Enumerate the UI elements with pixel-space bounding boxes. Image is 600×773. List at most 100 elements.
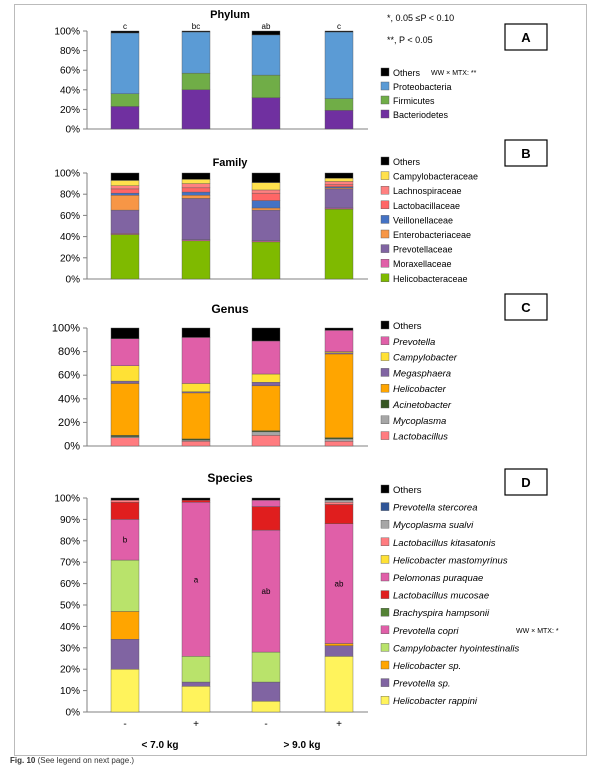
panel-d-bar-segment xyxy=(324,504,354,524)
panel-c-bar-segment xyxy=(251,373,281,383)
panel-c-bar-segment xyxy=(110,327,140,339)
panel-c-tick-label: 100% xyxy=(52,323,80,335)
panel-b-bar-segment xyxy=(110,185,140,190)
panel-b-tick-label: 20% xyxy=(60,253,80,264)
panel-a-tick-label: 100% xyxy=(54,27,80,38)
panel-d-bar-segment xyxy=(110,669,140,713)
panel-b-legend-swatch xyxy=(380,171,390,180)
panel-c-legend-swatch xyxy=(380,320,390,330)
panel-b-bar-segment xyxy=(251,241,281,280)
panel-a-legend-swatch xyxy=(380,81,390,91)
x-axis-group-label: > 9.0 kg xyxy=(284,740,321,751)
panel-c-bar-segment xyxy=(251,431,281,436)
panel-d-tick-label: 90% xyxy=(60,515,80,526)
panel-d-tick-label: 50% xyxy=(60,601,80,612)
panel-d-title: Species xyxy=(207,471,253,485)
panel-b-legend-label: Moraxellaceae xyxy=(393,259,452,269)
panel-c-legend-label: Acinetobacter xyxy=(392,400,452,411)
panel-a-tick-label: 80% xyxy=(60,46,80,57)
panel-b-bar-segment xyxy=(324,188,354,209)
panel-b-label-box xyxy=(504,139,548,167)
panel-b-legend-label: Prevotellaceae xyxy=(393,245,453,255)
panel-d-legend-swatch xyxy=(380,502,390,511)
panel-b-bar-segment xyxy=(110,180,140,186)
panel-b-bar-segment xyxy=(181,191,211,196)
panel-b-legend-swatch xyxy=(380,185,390,195)
panel-b-tick-label: 0% xyxy=(66,275,81,286)
panel-d-bar-segment xyxy=(181,686,211,713)
panel-d-bar-segment xyxy=(324,656,354,713)
panel-b-legend-swatch xyxy=(380,273,390,282)
panel-d-bar-segment xyxy=(181,681,211,687)
panel-b-title: Family xyxy=(213,157,249,169)
panel-a-bar-label: c xyxy=(337,22,341,31)
panel-c-legend-label: Lactobacillus xyxy=(393,432,448,443)
panel-c-bar-segment xyxy=(251,382,281,387)
panel-a-legend-label: Proteobacteria xyxy=(393,82,452,92)
panel-a-label: A xyxy=(521,30,531,45)
panel-b-bar-segment xyxy=(251,192,281,201)
panel-d-legend-label: Lactobacillus mucosae xyxy=(393,591,489,602)
panel-b-legend-label: Lactobacillaceae xyxy=(393,201,460,211)
panel-c-tick-label: 20% xyxy=(58,417,80,429)
panel-b-tick-label: 60% xyxy=(60,211,80,222)
x-axis-treatment-label: - xyxy=(264,719,267,730)
panel-d-bar-segment xyxy=(110,559,140,612)
panel-c-bar-segment xyxy=(324,438,354,442)
panel-c-bar-segment xyxy=(324,330,354,352)
panel-c-tick-label: 40% xyxy=(58,393,80,405)
panel-b-legend-label: Helicobacteraceae xyxy=(393,274,468,284)
panel-b-bar-segment xyxy=(251,172,281,183)
panel-a-bar-segment xyxy=(181,72,211,90)
panel-a-legend-note: WW × MTX: ** xyxy=(431,70,477,77)
panel-b-bar-segment xyxy=(110,172,140,181)
panel-d-bar-segment xyxy=(181,502,211,657)
panel-d-legend-label: Helicobacter sp. xyxy=(393,661,461,672)
panel-a-bar-segment xyxy=(110,106,140,130)
panel-c-legend-label: Prevotella xyxy=(393,337,435,348)
panel-d-legend-swatch xyxy=(380,660,390,670)
caption-label: Fig. 10 xyxy=(10,756,36,765)
panel-b-legend-swatch xyxy=(380,244,390,253)
panel-d-tick-label: 20% xyxy=(60,665,80,676)
panel-b-legend-label: Campylobacteraceae xyxy=(393,172,478,182)
panel-c-bar-segment xyxy=(110,380,140,384)
panel-b-legend-swatch xyxy=(380,200,390,210)
panel-a-bar-segment xyxy=(181,31,211,74)
panel-c-bar-segment xyxy=(251,340,281,375)
panel-c-bar-segment xyxy=(181,337,211,384)
panel-c-title: Genus xyxy=(211,302,249,316)
panel-d-tick-label: 0% xyxy=(66,708,81,719)
panel-d-bar-segment xyxy=(110,639,140,670)
panel-d-tick-label: 80% xyxy=(60,536,80,547)
caption-text: (See legend on next page.) xyxy=(37,756,135,765)
panel-c-label: C xyxy=(521,300,531,315)
panel-b-bar-segment xyxy=(251,182,281,191)
panel-d-bar-segment xyxy=(181,497,211,501)
panel-b-bar-segment xyxy=(251,209,281,242)
panel-a-bar-segment xyxy=(251,97,281,130)
panel-b-bar-segment xyxy=(251,189,281,194)
panel-c-bar-segment xyxy=(251,327,281,342)
panel-a-bar-segment xyxy=(110,30,140,34)
panel-c-bar-segment xyxy=(181,441,211,447)
panel-d-tick-label: 30% xyxy=(60,643,80,654)
panel-b-legend-swatch xyxy=(380,229,390,239)
panel-b-bar-segment xyxy=(110,195,140,211)
panel-a-legend-label: Firmicutes xyxy=(393,96,435,106)
panel-a-bar-segment xyxy=(181,30,211,33)
panel-a-bar-label: bc xyxy=(192,22,200,31)
panel-a-legend-swatch xyxy=(380,109,390,119)
panel-d-legend-swatch xyxy=(380,643,390,652)
significance-note-1: *, 0.05 ≤P < 0.10 xyxy=(387,13,454,23)
panel-b-bar-segment xyxy=(181,187,211,193)
panel-a-tick-label: 0% xyxy=(66,125,81,136)
panel-d-label: D xyxy=(521,475,530,490)
panel-d-bar-segment xyxy=(251,529,281,653)
panel-a-bar-segment xyxy=(324,98,354,111)
panel-b-bar-segment xyxy=(181,172,211,180)
panel-d-bar-segment xyxy=(251,497,281,501)
panel-d-tick-label: 40% xyxy=(60,622,80,633)
panel-b-bar-segment xyxy=(324,181,354,185)
panel-d-legend-swatch xyxy=(380,625,390,634)
